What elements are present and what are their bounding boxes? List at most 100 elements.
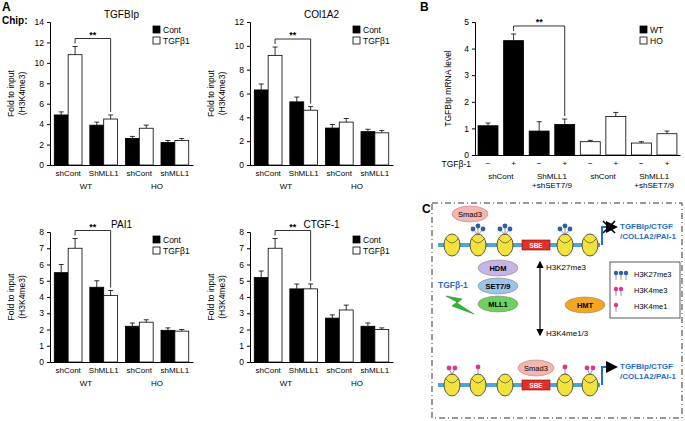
tick-label: 4 xyxy=(239,113,244,123)
axis-line xyxy=(47,233,51,363)
tick: − xyxy=(537,155,542,168)
legend-swatch xyxy=(640,26,647,33)
error-bar xyxy=(273,239,278,249)
enzyme-label: HMT xyxy=(577,301,594,310)
tick-label: 6 xyxy=(39,99,44,109)
enzyme-label: SET7/9 xyxy=(485,282,510,291)
tick-mark xyxy=(247,297,250,298)
bar xyxy=(68,248,82,362)
significance-label: ** xyxy=(89,222,97,232)
error-bar xyxy=(365,129,370,131)
tick-label: shCont xyxy=(127,366,153,375)
y-axis: 02468101214 xyxy=(35,17,51,170)
bar xyxy=(580,142,600,155)
bar xyxy=(529,131,549,155)
tick: 6 xyxy=(39,260,50,270)
error-bar xyxy=(308,107,313,111)
gene-label: /COL1A2/PAI-1 xyxy=(620,232,676,241)
marks xyxy=(254,47,388,165)
histone-mark xyxy=(498,227,503,232)
legend-swatch xyxy=(353,26,360,33)
bar xyxy=(268,248,282,362)
tick-mark xyxy=(247,248,250,249)
y-axis: 012345678 xyxy=(239,227,250,367)
error-bar xyxy=(379,130,384,132)
axis-line xyxy=(476,155,681,156)
bar xyxy=(504,41,524,155)
nucleosome-wrap xyxy=(584,239,596,243)
legend-swatch xyxy=(153,37,160,44)
y-axis-title: Fold to input xyxy=(206,69,216,116)
tick: − xyxy=(486,155,491,168)
error-bar xyxy=(562,119,567,124)
tick-mark xyxy=(247,165,250,166)
x-axis: shContShMLL1shContshMLL1 xyxy=(251,362,394,375)
error-bar xyxy=(344,305,349,310)
transition-arrow xyxy=(539,262,540,335)
axis-line xyxy=(472,23,476,156)
tick: shCont xyxy=(327,362,353,375)
bar xyxy=(104,295,118,362)
tick: ShMLL1 xyxy=(289,362,319,375)
tick-label: 3 xyxy=(239,308,244,318)
nucleosome-wrap xyxy=(559,239,571,243)
tick-label: 6 xyxy=(239,260,244,270)
tick: 4 xyxy=(239,292,250,302)
nucleosome-wrap xyxy=(446,239,458,243)
group-label: ShMLL1 xyxy=(537,172,567,181)
chart: 024681012shContShMLL1shContshMLL1COl1A2F… xyxy=(206,9,394,191)
tick-mark xyxy=(247,313,250,314)
nucleosome xyxy=(582,374,598,396)
tick-label: 6 xyxy=(39,260,44,270)
tick-label: 14 xyxy=(35,17,45,27)
error-bar xyxy=(73,239,78,249)
tick-label: 5 xyxy=(239,276,244,286)
chart-title: CTGF-1 xyxy=(303,219,340,230)
error-bar xyxy=(294,97,299,102)
tick-mark xyxy=(247,232,250,233)
error-bar xyxy=(344,119,349,123)
factor-label: Smad3 xyxy=(458,210,482,219)
tick-mark xyxy=(47,265,50,266)
tick-label: shCont xyxy=(327,366,353,375)
gene-label: /COL1A2/PAI-1 xyxy=(620,372,676,381)
tick: shCont xyxy=(55,165,81,178)
tick-label: shCont xyxy=(327,169,353,178)
legend-mark xyxy=(614,287,618,291)
bar xyxy=(54,115,68,165)
histone-mark xyxy=(568,227,573,232)
legend-label: WT xyxy=(650,25,663,35)
error-bar xyxy=(144,320,149,322)
tick-mark xyxy=(47,313,50,314)
significance-bracket xyxy=(275,39,311,104)
tick-label: ShMLL1 xyxy=(89,169,119,178)
tick-mark xyxy=(472,49,475,50)
group-label: HO xyxy=(351,379,363,388)
tick-mark xyxy=(247,117,250,118)
nucleosome xyxy=(497,234,513,256)
tick-mark xyxy=(47,232,50,233)
enzyme-label: MLL1 xyxy=(488,300,508,309)
tick: 10 xyxy=(235,41,250,51)
legend-label: HO xyxy=(650,36,663,46)
group-label: HO xyxy=(351,182,363,191)
legend-mark xyxy=(624,271,628,275)
bar xyxy=(161,330,175,362)
tick: 6 xyxy=(239,89,250,99)
tick: shCont xyxy=(327,165,353,178)
tick: + xyxy=(665,155,670,168)
error-bar xyxy=(511,34,516,41)
histone-mark xyxy=(481,227,486,232)
tick-label: shMLL1 xyxy=(361,366,390,375)
significance-label: ** xyxy=(289,30,297,40)
tick: 0 xyxy=(39,357,50,367)
chart: 012345−+−+−+−+TGFBIp mRNA levelTGFβ-1shC… xyxy=(442,17,681,190)
method-label: Chip: xyxy=(2,15,28,26)
panel-label: B xyxy=(420,0,429,14)
legend-swatch xyxy=(153,26,160,33)
tss-arrow xyxy=(602,367,616,385)
tick-label: 8 xyxy=(39,227,44,237)
sbe-label: SBE xyxy=(529,382,543,389)
legend-swatch xyxy=(153,247,160,254)
legend-label: H3K4me3 xyxy=(634,286,667,295)
